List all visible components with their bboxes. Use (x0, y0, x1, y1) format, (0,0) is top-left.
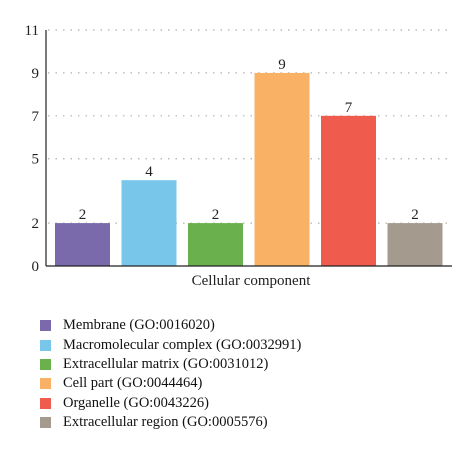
legend-swatch (40, 397, 51, 409)
legend-swatch (40, 320, 51, 332)
legend-swatch (40, 339, 51, 351)
bar-1 (55, 223, 110, 266)
bar-3 (188, 223, 243, 266)
data-label-6: 2 (411, 207, 419, 223)
bars (55, 72, 443, 267)
legend-swatch (40, 358, 51, 370)
legend-item: Macromolecular complex (GO:0032991) (40, 335, 460, 354)
legend: Membrane (GO:0016020) Macromolecular comp… (40, 316, 460, 432)
y-tick-label: 5 (32, 152, 40, 168)
legend-item: Membrane (GO:0016020) (40, 316, 460, 335)
data-label-1: 2 (79, 207, 87, 223)
data-label-3: 2 (212, 207, 220, 223)
legend-swatch (40, 417, 51, 429)
legend-item: Extracellular region (GO:0005576) (40, 413, 460, 432)
legend-label: Cell part (GO:0044464) (63, 375, 203, 392)
y-axis-ticks: 0 2 5 7 9 11 (25, 23, 40, 275)
bar-4 (254, 72, 310, 266)
legend-item: Organelle (GO:0043226) (40, 394, 460, 413)
data-labels: 2 4 2 9 7 2 (79, 57, 419, 223)
bar-2 (121, 180, 177, 266)
y-tick-label: 7 (32, 109, 40, 125)
x-axis-title: Cellular component (192, 273, 312, 289)
data-label-2: 4 (145, 164, 153, 180)
bar-6 (387, 223, 443, 266)
legend-swatch (40, 378, 51, 390)
legend-item: Cell part (GO:0044464) (40, 374, 460, 393)
y-tick-label: 9 (32, 66, 40, 82)
y-tick-label: 0 (32, 259, 40, 275)
legend-item: Extracellular matrix (GO:0031012) (40, 355, 460, 374)
legend-label: Extracellular matrix (GO:0031012) (63, 355, 269, 372)
legend-label: Organelle (GO:0043226) (63, 394, 209, 411)
bar-chart: 2 4 2 9 7 2 0 2 5 7 9 11 Cellular component (25, 23, 452, 289)
bar-5 (321, 115, 376, 267)
gridlines (48, 29, 452, 224)
data-label-5: 7 (345, 100, 353, 116)
legend-label: Membrane (GO:0016020) (63, 317, 215, 334)
legend-label: Extracellular region (GO:0005576) (63, 414, 268, 431)
y-tick-label: 2 (32, 216, 40, 232)
legend-label: Macromolecular complex (GO:0032991) (63, 336, 302, 353)
y-tick-label: 11 (25, 23, 39, 39)
data-label-4: 9 (278, 57, 286, 73)
